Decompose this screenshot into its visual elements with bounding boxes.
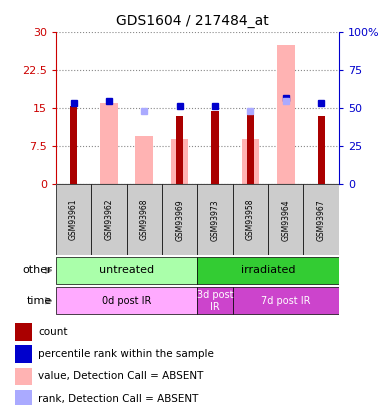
Bar [15, 345, 32, 363]
Bar [70, 106, 77, 184]
Bar [136, 136, 153, 184]
Bar [100, 103, 118, 184]
Text: GSM93973: GSM93973 [211, 199, 219, 241]
Text: GSM93961: GSM93961 [69, 199, 78, 241]
Text: GSM93968: GSM93968 [140, 199, 149, 241]
Text: GDS1604 / 217484_at: GDS1604 / 217484_at [116, 14, 269, 28]
Bar [277, 45, 295, 184]
Text: irradiated: irradiated [241, 265, 295, 275]
Bar [127, 184, 162, 255]
Bar [197, 257, 339, 284]
Bar [268, 184, 303, 255]
Text: percentile rank within the sample: percentile rank within the sample [38, 349, 214, 359]
Bar [241, 139, 259, 184]
Bar [91, 184, 127, 255]
Bar [176, 116, 183, 184]
Text: time: time [27, 296, 52, 306]
Bar [197, 287, 233, 314]
Text: rank, Detection Call = ABSENT: rank, Detection Call = ABSENT [38, 394, 198, 404]
Bar [171, 139, 189, 184]
Text: other: other [22, 265, 52, 275]
Bar [56, 257, 197, 284]
Text: GSM93958: GSM93958 [246, 199, 255, 241]
Text: GSM93964: GSM93964 [281, 199, 290, 241]
Text: untreated: untreated [99, 265, 154, 275]
Text: 7d post IR: 7d post IR [261, 296, 310, 306]
Text: 3d post
IR: 3d post IR [197, 290, 233, 311]
Bar [211, 111, 219, 184]
Bar [56, 184, 91, 255]
Bar [56, 287, 197, 314]
Text: GSM93967: GSM93967 [316, 199, 326, 241]
Bar [318, 116, 325, 184]
Bar [233, 184, 268, 255]
Bar [303, 184, 339, 255]
Text: GSM93962: GSM93962 [104, 199, 114, 241]
Text: value, Detection Call = ABSENT: value, Detection Call = ABSENT [38, 371, 203, 382]
Bar [15, 323, 32, 341]
Bar [197, 184, 233, 255]
Text: 0d post IR: 0d post IR [102, 296, 151, 306]
Bar [162, 184, 197, 255]
Text: count: count [38, 327, 67, 337]
Bar [15, 390, 32, 405]
Text: GSM93969: GSM93969 [175, 199, 184, 241]
Bar [233, 287, 339, 314]
Bar [15, 368, 32, 386]
Bar [247, 111, 254, 184]
